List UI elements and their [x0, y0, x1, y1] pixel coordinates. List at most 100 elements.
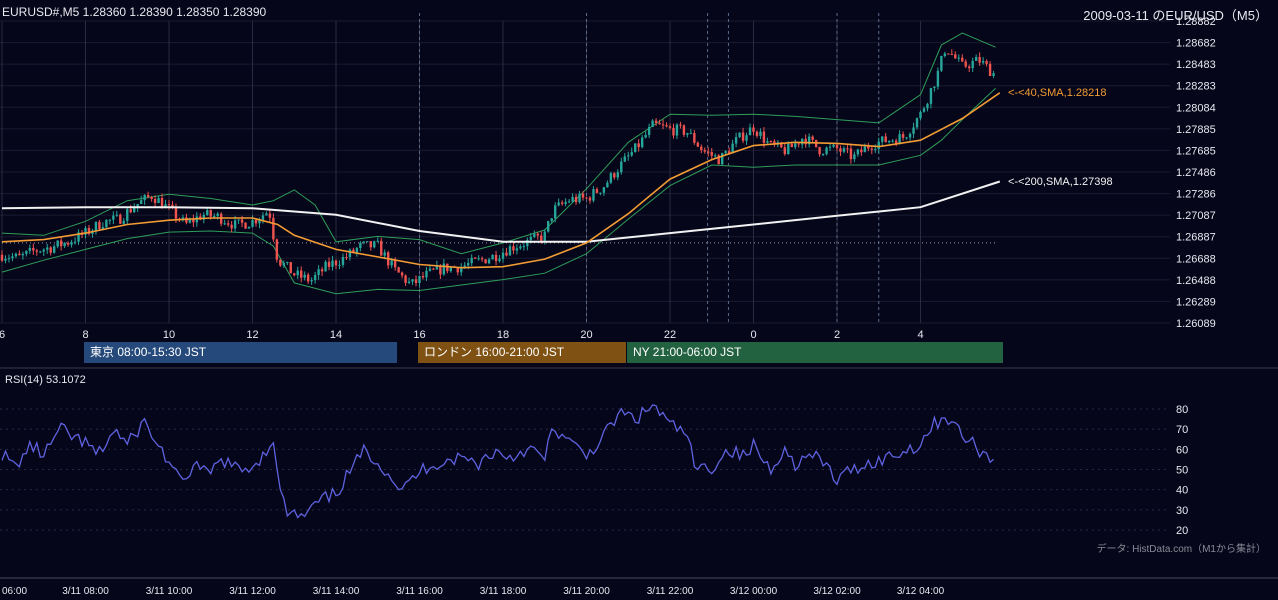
candle-body	[46, 247, 49, 250]
price-tick-label: 1.26488	[1176, 275, 1216, 287]
candle-body	[550, 218, 553, 222]
candle-body	[463, 265, 466, 268]
candle-body	[11, 256, 14, 259]
price-time-tick-label: 14	[330, 329, 342, 341]
sma40-label: <-<40,SMA,1.28218	[1008, 87, 1107, 99]
candlesticks	[0, 49, 995, 288]
candle-body	[553, 205, 557, 219]
candle-body	[766, 141, 769, 143]
candle-body	[672, 127, 675, 136]
price-tick-label: 1.28084	[1176, 102, 1216, 114]
rsi-time-tick-label: 3/11 16:00	[396, 586, 443, 597]
price-time-tick-label: 22	[664, 329, 676, 341]
candle-body	[901, 134, 905, 138]
price-time-tick-label: 2	[834, 329, 840, 341]
candle-body	[425, 270, 428, 278]
candle-body	[780, 142, 783, 148]
rsi-tick-label: 80	[1176, 404, 1188, 416]
candle-body	[964, 61, 967, 67]
candle-body	[908, 133, 912, 138]
rsi-line	[1, 404, 995, 519]
candle-body	[665, 125, 668, 127]
candle-body	[936, 70, 940, 87]
candle-body	[94, 221, 98, 231]
candle-body	[460, 267, 463, 273]
candle-body	[905, 137, 908, 139]
candle-body	[188, 219, 192, 223]
candle-body	[223, 223, 226, 225]
candle-body	[505, 252, 508, 256]
candle-body	[884, 136, 887, 143]
candle-body	[720, 153, 724, 165]
candle-body	[623, 156, 626, 162]
rsi-tick-label: 40	[1176, 485, 1188, 497]
sma40-line	[1, 92, 1001, 269]
candle-body	[578, 193, 581, 203]
candle-body	[856, 149, 860, 155]
candle-body	[609, 173, 613, 183]
candle-body	[651, 120, 654, 127]
price-tick-label: 1.26887	[1176, 232, 1216, 244]
candle-body	[362, 241, 366, 243]
candle-body	[846, 148, 849, 150]
candle-body	[703, 150, 706, 152]
candle-body	[804, 138, 807, 145]
rsi-time-tick-label: 06:00	[2, 586, 27, 597]
candle-body	[477, 258, 480, 260]
rsi-time-tick-label: 3/11 12:00	[229, 586, 276, 597]
candle-body	[421, 276, 425, 278]
candle-body	[526, 239, 529, 247]
candle-body	[536, 233, 539, 236]
candle-body	[404, 275, 407, 283]
candle-body	[432, 268, 435, 270]
price-tick-label: 1.27685	[1176, 145, 1216, 157]
rsi-tick-label: 70	[1176, 424, 1188, 436]
rsi-time-tick-label: 3/12 02:00	[813, 586, 861, 597]
price-time-tick-label: 20	[580, 329, 592, 341]
rsi-time-tick-label: 3/11 08:00	[62, 586, 109, 597]
candle-body	[894, 140, 898, 145]
candle-body	[275, 239, 279, 260]
candle-body	[491, 254, 494, 260]
price-time-gridlines	[1, 13, 921, 323]
price-tick-label: 1.28483	[1176, 59, 1216, 71]
candle-body	[627, 155, 630, 157]
candle-body	[693, 133, 696, 143]
candle-body	[306, 274, 310, 282]
candle-body	[126, 209, 129, 221]
candle-body	[310, 280, 313, 282]
rsi-time-tick-label: 3/11 20:00	[563, 586, 610, 597]
candle-body	[373, 241, 376, 248]
rsi-label: RSI(14) 53.1072	[5, 374, 86, 386]
candle-body	[616, 172, 620, 178]
bollinger-lower	[1, 87, 996, 295]
price-tick-label: 1.27286	[1176, 189, 1216, 201]
data-source-note: データ: HistData.com（M1から集計）	[1096, 544, 1266, 555]
candle-body	[146, 195, 150, 197]
candle-body	[522, 246, 526, 248]
candle-body	[0, 254, 4, 261]
candle-body	[717, 155, 720, 165]
candle-body	[73, 241, 77, 243]
candle-body	[745, 135, 748, 141]
candle-body	[811, 136, 814, 140]
candle-body	[741, 132, 745, 141]
candle-body	[414, 279, 418, 284]
candle-body	[620, 161, 623, 173]
candle-body	[383, 252, 386, 256]
rsi-time-tick-label: 3/11 10:00	[146, 586, 193, 597]
candle-body	[484, 259, 487, 264]
candle-body	[77, 232, 80, 242]
candle-body	[933, 86, 936, 89]
candle-body	[289, 262, 292, 274]
price-tick-label: 1.27087	[1176, 210, 1216, 222]
candle-body	[39, 251, 42, 253]
candle-body	[988, 63, 992, 77]
candle-body	[133, 207, 136, 213]
candle-body	[724, 151, 727, 154]
candle-body	[926, 103, 929, 109]
candle-body	[258, 219, 261, 224]
candle-body	[293, 273, 296, 276]
candle-body	[640, 137, 644, 148]
candle-body	[435, 265, 439, 270]
